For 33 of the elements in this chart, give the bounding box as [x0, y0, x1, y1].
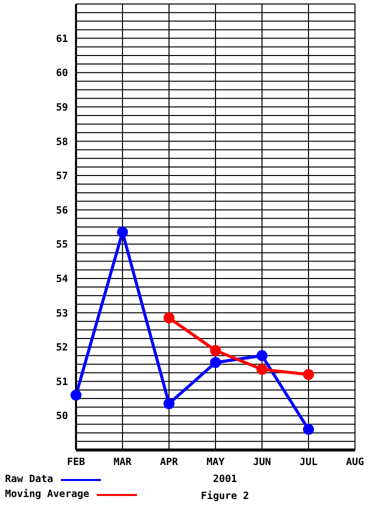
point: [164, 398, 174, 410]
point: [210, 345, 221, 356]
y-tick-label: 53: [56, 308, 68, 320]
x-tick-label: JUN: [252, 457, 272, 468]
y-tick-label: 56: [56, 205, 68, 216]
x-tick-label: MAY: [206, 457, 225, 468]
y-tick-label: 52: [56, 342, 68, 354]
x-axis-title: 2001: [212, 474, 238, 485]
point: [210, 357, 221, 368]
y-tick-label: 55: [56, 240, 68, 251]
caption: Figure 2: [200, 491, 250, 502]
x-tick-label: FEB: [66, 457, 86, 468]
y-tick-label: 57: [56, 171, 68, 182]
x-tick-label: JUL: [299, 457, 318, 468]
y-tick-label: 50: [56, 411, 68, 422]
y-tick-label: 58: [56, 136, 68, 148]
point: [164, 312, 174, 324]
legend-label: Raw Data: [5, 474, 54, 485]
y-tick-label: 54: [56, 274, 68, 286]
point: [256, 350, 268, 362]
y-tick-label: 60: [56, 68, 68, 80]
point: [303, 424, 314, 435]
point: [117, 226, 128, 238]
y-tick-label: 51: [56, 376, 68, 388]
x-tick-label: AUG: [346, 457, 364, 468]
y-tick-label: 59: [56, 102, 68, 114]
x-tick-label: APR: [160, 457, 180, 468]
point: [256, 364, 268, 375]
y-tick-label: 61: [56, 34, 68, 45]
point: [70, 390, 82, 401]
legend-label: Moving Average: [5, 489, 90, 500]
point: [303, 369, 314, 380]
x-tick-label: MAR: [113, 457, 133, 468]
